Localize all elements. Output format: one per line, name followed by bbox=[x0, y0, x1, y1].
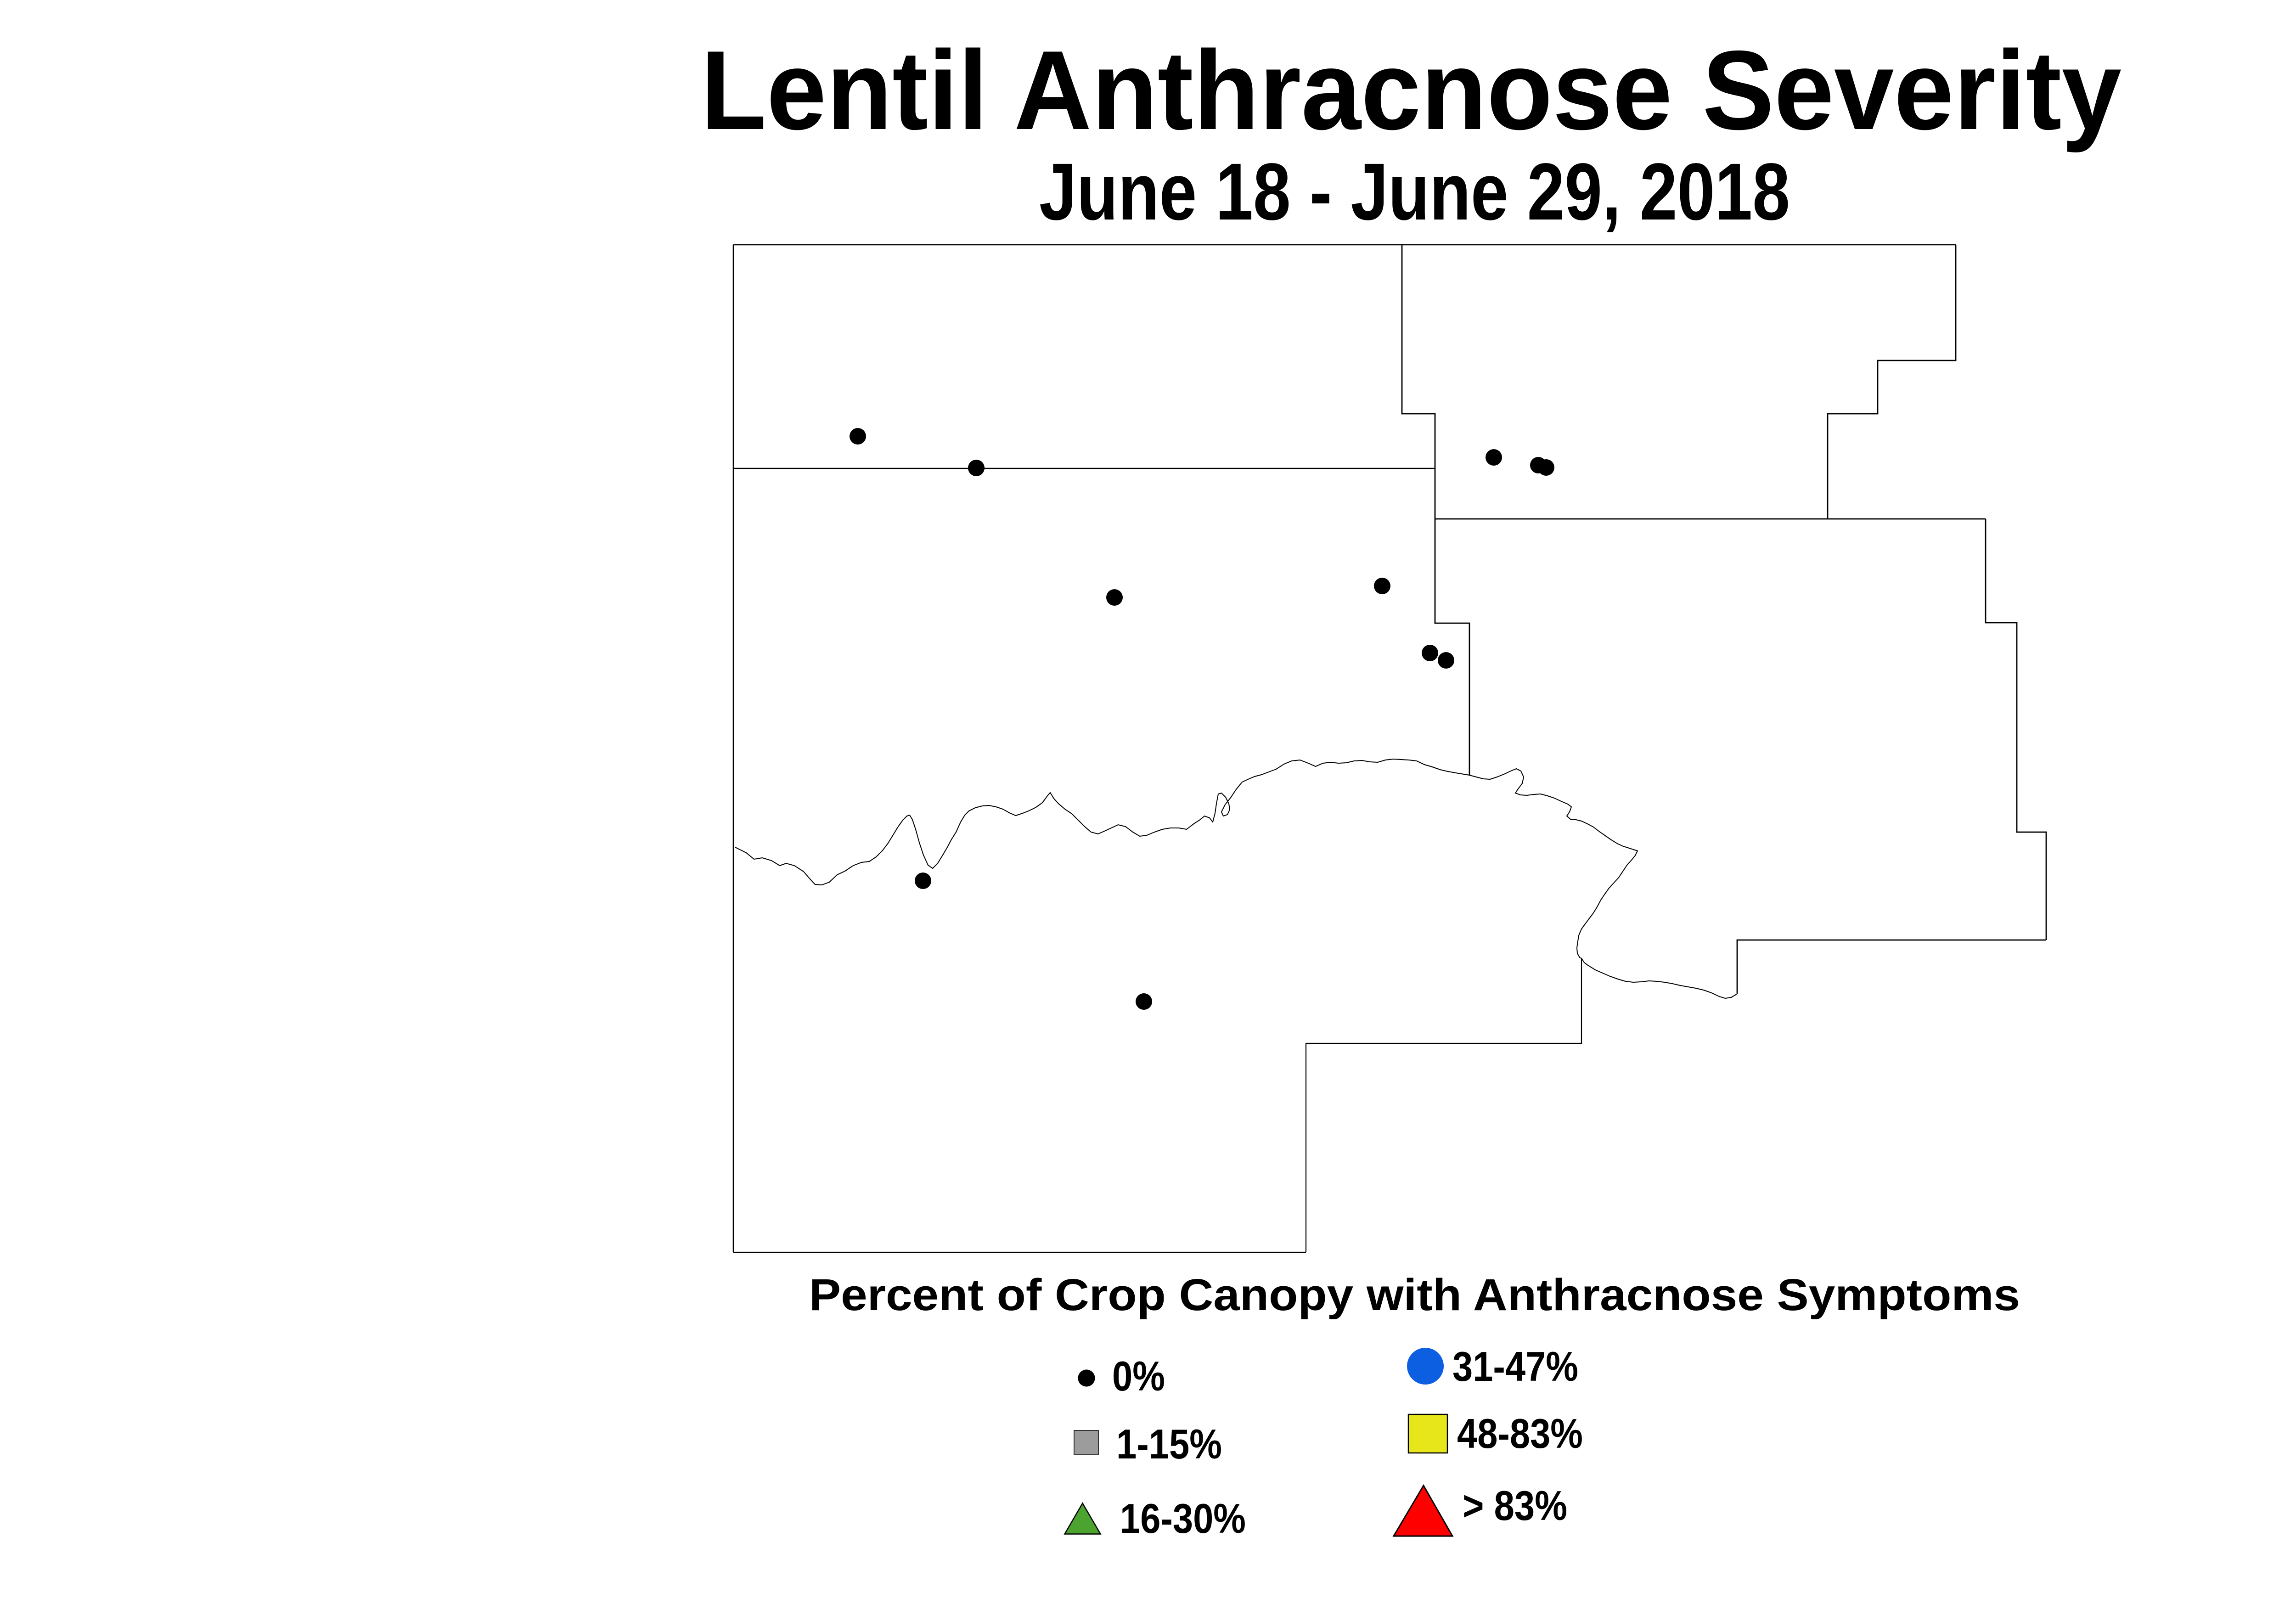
svg-text:> 83%: > 83% bbox=[1463, 1483, 1567, 1529]
svg-text:31-47%: 31-47% bbox=[1452, 1344, 1578, 1390]
svg-text:0%: 0% bbox=[1112, 1353, 1165, 1400]
svg-text:1-15%: 1-15% bbox=[1116, 1421, 1222, 1468]
svg-text:Lentil Anthracnose Severity: Lentil Anthracnose Severity bbox=[701, 27, 2122, 153]
svg-text:June 18 - June 29, 2018: June 18 - June 29, 2018 bbox=[1039, 147, 1790, 237]
svg-text:48-83%: 48-83% bbox=[1457, 1411, 1583, 1457]
svg-text:Percent of Crop Canopy with An: Percent of Crop Canopy with Anthracnose … bbox=[809, 1270, 2020, 1320]
svg-text:16-30%: 16-30% bbox=[1120, 1496, 1246, 1542]
